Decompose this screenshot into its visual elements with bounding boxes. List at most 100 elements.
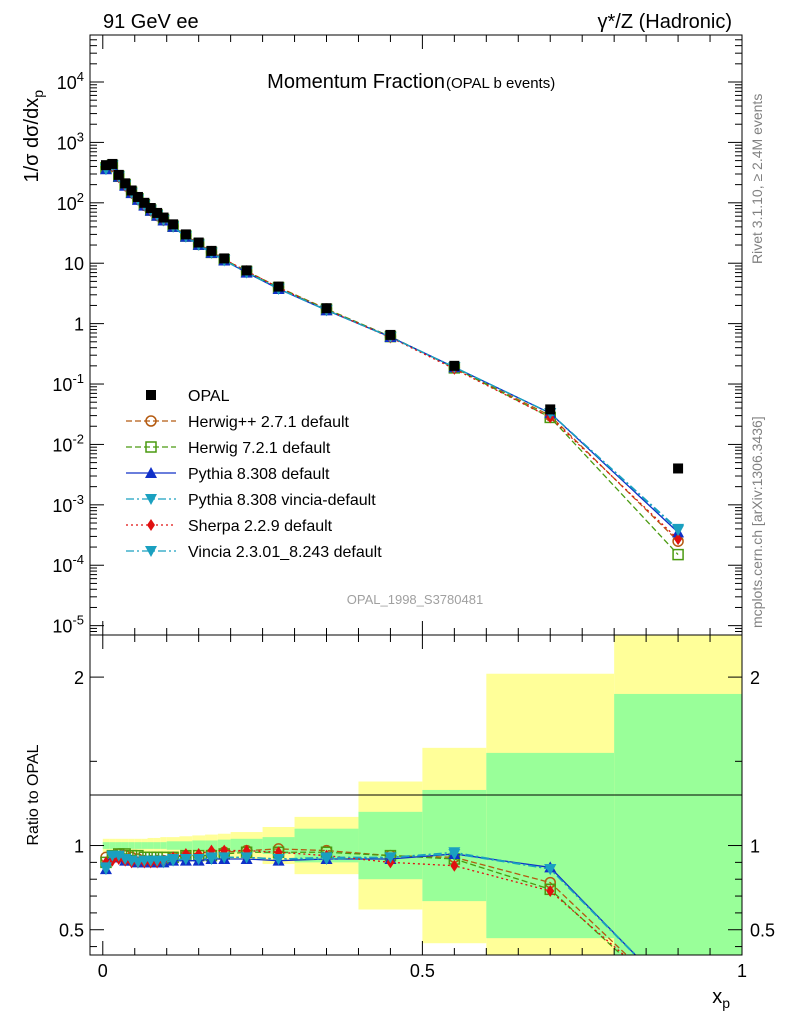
main-title: Momentum Fraction: [267, 71, 445, 93]
data-point: [672, 525, 685, 537]
legend-marker: [145, 546, 157, 557]
data-point: [448, 848, 461, 860]
data-point: [273, 281, 284, 292]
rivet-version-text: Rivet 3.1.10, ≥ 2.4M events: [749, 94, 765, 264]
series-line: [105, 851, 623, 955]
header-left-text: 91 GeV ee: [103, 11, 199, 33]
band-stat: [166, 841, 180, 850]
main-y-axis-label: 1/σ dσ/dxp: [21, 90, 46, 183]
band-stat: [141, 842, 148, 849]
legend-marker: [145, 494, 157, 505]
data-point: [240, 852, 253, 864]
band-stat: [358, 811, 423, 880]
main-axis-ticks: 10-5 10-4 10-3 10-2 10-1 1 10 102 103 104: [52, 34, 743, 637]
data-point: [107, 158, 118, 169]
band-stat: [147, 842, 154, 849]
ratio-axis-ticks: 0.5 0.51 12 20 0.5 1: [59, 635, 775, 981]
ratio-y-axis-label: Ratio to OPAL: [25, 744, 42, 845]
legend-label: OPAL: [188, 388, 230, 405]
legend-label: Herwig++ 2.7.1 default: [188, 414, 350, 431]
legend: OPAL Herwig++ 2.7.1 default Herwig 7.2.1 d…: [126, 388, 382, 561]
header-right-text: γ*/Z (Hadronic): [598, 11, 732, 33]
data-point: [218, 852, 231, 864]
legend-marker: [146, 390, 156, 400]
series-herwig-2-7-1-default: [100, 160, 684, 547]
legend-item-opal: OPAL: [146, 388, 230, 405]
legend-marker: [147, 519, 155, 531]
data-point: [132, 191, 143, 202]
legend-label: Sherpa 2.2.9 default: [188, 518, 333, 535]
band-stat: [153, 842, 161, 849]
legend-label: Pythia 8.308 vincia-default: [188, 492, 376, 509]
svg-text:1/σ dσ/dxp: 1/σ dσ/dxp: [21, 90, 46, 183]
data-point: [167, 854, 180, 865]
data-point: [99, 862, 112, 874]
ratio-y-tick-label: 1: [74, 837, 84, 857]
ratio-series-clip: [99, 843, 637, 955]
band-stat: [102, 842, 110, 849]
legend-label: Vincia 2.3.01_8.243 default: [188, 544, 382, 561]
ratio-y-tick-label-right: 0.5: [750, 921, 775, 941]
data-point: [241, 265, 252, 276]
data-point: [157, 855, 170, 867]
y-tick-label: 10-1: [52, 371, 84, 395]
ratio-series-layer: [99, 843, 637, 955]
series-line: [105, 849, 625, 955]
band-stat: [192, 840, 206, 851]
ratio-y-tick-label-right: 1: [750, 837, 760, 857]
data-point: [120, 178, 131, 189]
legend-label: Herwig 7.2.1 default: [188, 440, 331, 457]
mcplots-text: mcplots.cern.ch [arXiv:1306.3436]: [749, 416, 765, 628]
ratio-panel: 0.5 0.51 12 20 0.5 1 Ratio to OPAL xp: [25, 634, 775, 1011]
ratio-y-tick-label: 2: [74, 668, 84, 688]
data-point: [673, 463, 684, 474]
data-point: [449, 360, 460, 371]
data-point: [112, 850, 125, 862]
data-point: [206, 245, 217, 256]
y-tick-label: 10-3: [52, 492, 84, 516]
series-sherpa-2-2-9-default: [101, 160, 683, 546]
data-point: [193, 237, 204, 248]
legend-marker: [145, 467, 157, 478]
data-point: [152, 207, 163, 218]
main-panel: 10-5 10-4 10-3 10-2 10-1 1 10 102 103 104 Momentu…: [21, 34, 743, 637]
data-point: [180, 229, 191, 240]
ratio-y-tick-label-right: 2: [750, 668, 760, 688]
band-stat: [128, 842, 135, 849]
legend-marker: [145, 415, 157, 427]
x-tick-label: 0.5: [410, 961, 435, 981]
band-stat: [109, 842, 116, 849]
data-point: [168, 219, 179, 230]
band-stat: [179, 841, 193, 850]
data-point: [219, 253, 230, 264]
series-line: [105, 853, 636, 955]
x-axis-label: xp: [712, 986, 730, 1011]
data-point: [205, 852, 218, 864]
legend-item-pythia-8-308-default: Pythia 8.308 default: [126, 466, 330, 483]
legend-marker: [145, 441, 157, 453]
legend-item-sherpa-2-2-9-default: Sherpa 2.2.9 default: [126, 518, 333, 535]
data-point: [321, 303, 332, 314]
data-point: [384, 852, 397, 864]
band-stat: [134, 842, 142, 849]
data-point: [139, 197, 150, 208]
band-stat: [422, 789, 487, 902]
y-tick-label: 103: [57, 129, 84, 153]
data-point: [320, 852, 333, 864]
ratio-plot-frame: [89, 634, 743, 956]
legend-item-vincia-2-3-01-8-243-default: Vincia 2.3.01_8.243 default: [126, 544, 382, 561]
legend-item-pythia-8-308-vincia-default: Pythia 8.308 vincia-default: [126, 492, 376, 509]
y-tick-label: 10-4: [52, 552, 84, 576]
band-stat: [486, 752, 615, 939]
band-stat: [614, 693, 742, 955]
band-stat: [160, 842, 167, 849]
data-point: [145, 203, 156, 214]
main-series-layer: [99, 158, 685, 561]
y-tick-label: 10: [64, 254, 84, 274]
data-point: [100, 160, 111, 171]
data-point: [546, 885, 555, 897]
y-tick-label: 104: [57, 69, 84, 93]
data-point: [113, 169, 124, 180]
data-point: [179, 854, 192, 865]
